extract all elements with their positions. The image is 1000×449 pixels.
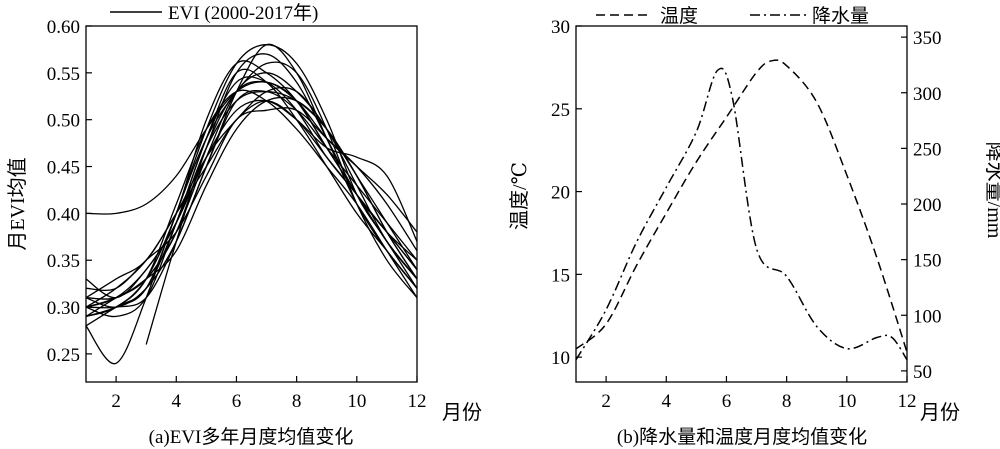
panel-a-y-tick-label: 0.30 [47,298,80,319]
panel-b-y-tick-label-left: 15 [551,265,570,286]
panel-a-x-tick-label: 6 [232,391,242,412]
panel-b-y-ticks-left: 10 15 20 25 30 [551,17,582,369]
panel-a-series-line-4 [85,60,418,318]
panel-b-y-tick-label-right: 300 [913,84,942,105]
panel-a-plot-frame [85,25,418,383]
panel-a-series-group [85,43,418,364]
panel-a-y-tick-label: 0.60 [47,17,80,38]
panel-a: 2 4 6 8 10 12 0.25 0.30 0.35 0.40 0.45 0.50 0.55 0.6… [6,2,482,448]
panel-b-caption: (b)降水量和温度月度均值变化 [617,426,867,448]
panel-b-y-tick-label-right: 250 [913,139,942,160]
panel-a-x-ticks: 2 4 6 8 10 12 [111,376,427,412]
panel-a-y-tick-label: 0.45 [47,158,80,179]
panel-a-x-tick-label: 12 [408,391,427,412]
panel-b-y-tick-label-right: 350 [913,28,942,49]
panel-b-y-tick-label-right: 150 [913,251,942,272]
panel-a-y-ticks: 0.25 0.30 0.35 0.40 0.45 0.50 0.55 0.60 [47,17,92,366]
panel-a-y-tick-label: 0.25 [47,345,80,366]
panel-b-x-tick-label: 12 [898,391,917,412]
panel-b-x-axis-label: 月份 [920,401,960,424]
panel-a-y-tick-label: 0.35 [47,251,80,272]
panel-b-y-axis-label-left: 温度/℃ [508,162,531,230]
panel-b-y-tick-label-right: 200 [913,195,942,216]
panel-a-caption: (a)EVI多年月度均值变化 [149,426,354,448]
panel-b-precipitation-line [575,67,908,361]
panel-a-legend-label: EVI (2000-2017年) [168,2,318,24]
panel-a-x-tick-label: 10 [347,391,366,412]
panel-b-legend-temp-label: 温度 [660,5,698,27]
panel-b: 2 4 6 8 10 12 10 15 20 25 30 50 100 150 200 250 300 350… [508,5,1000,448]
panel-b-series-group [575,59,908,361]
panel-a-y-axis-label: 月EVI均值 [6,157,29,250]
panel-b-legend-precip-label: 降水量 [812,5,869,27]
panel-b-x-ticks: 2 4 6 8 10 12 [601,376,917,412]
panel-a-series-line-17 [85,89,418,318]
panel-a-y-tick-label: 0.50 [47,111,80,132]
panel-b-x-tick-label: 10 [837,391,856,412]
panel-a-series-line-15 [85,90,418,308]
panel-b-x-tick-label: 8 [782,391,792,412]
panel-a-series-line-6 [85,86,418,308]
panel-a-x-tick-label: 4 [172,391,182,412]
panel-b-y-tick-label-left: 25 [551,100,570,121]
panel-b-x-tick-label: 2 [601,391,611,412]
panel-b-x-tick-label: 4 [662,391,672,412]
panel-a-x-tick-label: 2 [111,391,121,412]
panel-b-y-axis-label-right: 降水量/mm [983,142,1000,239]
panel-b-y-tick-label-left: 20 [551,183,570,204]
panel-a-series-line-5 [85,89,418,308]
panel-b-y-tick-label-right: 100 [913,306,942,327]
panel-b-y-tick-label-right: 50 [913,362,932,383]
panel-b-x-tick-label: 6 [722,391,732,412]
panel-a-y-tick-label: 0.40 [47,204,80,225]
panel-b-temperature-line [575,59,908,353]
panel-a-x-axis-label: 月份 [442,401,482,424]
panel-a-x-tick-label: 8 [292,391,302,412]
panel-b-y-tick-label-left: 10 [551,348,570,369]
panel-a-series-line-18 [145,80,418,345]
panel-a-series-line-12 [85,68,418,318]
panel-b-y-tick-label-left: 30 [551,17,570,38]
panel-b-y-ticks-right: 50 100 150 200 250 300 350 [901,28,942,383]
panel-a-y-tick-label: 0.55 [47,64,80,85]
panel-a-series-line-14 [85,44,418,318]
